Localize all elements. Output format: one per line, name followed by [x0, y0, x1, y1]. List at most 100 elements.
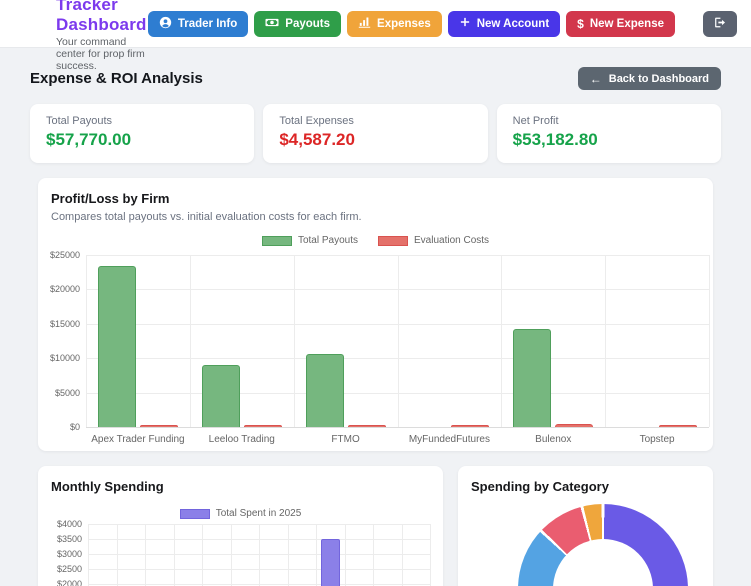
legend-label: Total Payouts	[297, 235, 358, 246]
logout-icon	[713, 16, 727, 32]
new-account-label: New Account	[476, 17, 550, 30]
stat-card-total-expenses: Total Expenses $4,587.20	[263, 104, 488, 163]
stat-value: $57,770.00	[46, 130, 132, 149]
bottom-charts-row: Monthly Spending Total Spent in 2025 $40…	[38, 466, 713, 586]
eval-cost-bar-bulenox	[555, 423, 594, 427]
brand: Prop Tracker Dashboard Your command cent…	[56, 0, 148, 72]
expenses-button[interactable]: Expenses	[347, 10, 442, 37]
stat-label: Total Expenses	[279, 115, 354, 127]
charts-section: Profit/Loss by Firm Compares total payou…	[38, 178, 713, 586]
monthly-spending-card: Monthly Spending Total Spent in 2025 $40…	[38, 466, 443, 586]
plus-icon	[459, 16, 471, 31]
legend-label: Total Spent in 2025	[215, 508, 302, 519]
page-head: Expense & ROI Analysis ← Back to Dashboa…	[30, 67, 721, 90]
eval-cost-bar-ftmo	[347, 425, 386, 427]
x-axis-label: Apex Trader Funding	[91, 434, 185, 445]
new-account-button[interactable]: New Account	[447, 10, 561, 37]
payouts-bar-leeloo-trading	[201, 365, 240, 427]
new-expense-label: New Expense	[589, 17, 664, 30]
x-axis-label: FTMO	[331, 434, 360, 445]
donut-hole	[553, 539, 653, 586]
y-axis-tick: $3500	[56, 534, 82, 544]
x-axis-label: Bulenox	[535, 434, 572, 445]
legend-swatch-purple	[179, 508, 210, 519]
gridline	[86, 427, 709, 428]
gridline	[605, 255, 607, 427]
back-to-dashboard-label: Back to Dashboard	[608, 72, 709, 85]
back-arrow-icon: ←	[589, 71, 602, 86]
gridline	[116, 524, 118, 586]
stat-value: $53,182.80	[512, 130, 598, 149]
x-axis-label: MyFundedFutures	[408, 434, 490, 445]
stat-cards-row: Total Payouts $57,770.00 Total Expenses …	[30, 104, 721, 163]
spending-category-donut	[518, 504, 688, 586]
y-axis-tick: $4000	[56, 519, 82, 529]
gridline	[430, 524, 431, 586]
stat-value: $4,587.20	[279, 130, 355, 149]
gridline	[397, 255, 399, 427]
spending-category-title: Spending by Category	[471, 479, 609, 494]
new-expense-button[interactable]: $ New Expense	[566, 10, 675, 37]
cash-icon	[265, 16, 279, 32]
stat-card-total-payouts: Total Payouts $57,770.00	[30, 104, 255, 163]
main-content: Expense & ROI Analysis ← Back to Dashboa…	[0, 67, 751, 586]
stat-card-net-profit: Net Profit $53,182.80	[496, 104, 721, 163]
trader-info-label: Trader Info	[177, 17, 238, 30]
payouts-button[interactable]: Payouts	[254, 10, 342, 37]
gridline	[344, 524, 346, 586]
trader-info-button[interactable]: Trader Info	[147, 10, 249, 37]
gridline	[230, 524, 232, 586]
profit-loss-chart-title: Profit/Loss by Firm	[51, 191, 170, 206]
dollar-icon: $	[577, 16, 584, 31]
gridline	[293, 255, 295, 427]
gridline	[287, 524, 289, 586]
legend-label: Evaluation Costs	[414, 235, 490, 246]
app-title-accent: Tracker Dashboard	[56, 0, 147, 34]
y-axis-tick: $15000	[49, 318, 80, 329]
monthly-spending-legend: Total Spent in 2025	[51, 508, 430, 519]
legend-item-evaluation-costs: Evaluation Costs	[378, 235, 489, 246]
person-circle-icon	[159, 16, 172, 32]
gridline	[259, 524, 260, 586]
payouts-label: Payouts	[285, 17, 331, 30]
y-axis-tick: $10000	[49, 353, 80, 364]
y-axis-tick: $25000	[49, 250, 80, 260]
profit-loss-chart-card: Profit/Loss by Firm Compares total payou…	[38, 178, 713, 451]
y-axis-tick: $2000	[56, 579, 82, 586]
spending-category-card: Spending by Category	[458, 466, 713, 586]
gridline	[316, 524, 317, 586]
gridline	[373, 524, 374, 586]
y-axis-tick: $3000	[56, 549, 82, 559]
y-axis-tick: $2500	[56, 564, 82, 574]
profit-loss-legend: Total Payouts Evaluation Costs	[51, 235, 700, 246]
eval-cost-bar-apex-trader-funding	[139, 425, 178, 427]
app-title: Prop Tracker Dashboard	[56, 0, 148, 35]
payouts-bar-ftmo	[305, 354, 344, 427]
bar-chart-icon	[358, 16, 371, 32]
gridline	[401, 524, 403, 586]
profit-loss-plot-area: $25000 $20000 $15000 $10000 $5000 $0 Apex Trad…	[50, 250, 710, 445]
gridline	[145, 524, 146, 586]
stat-label: Net Profit	[512, 115, 559, 127]
eval-cost-bar-myfundedfutures	[451, 425, 490, 427]
x-axis-label: Leeloo Trading	[208, 434, 275, 445]
gridline	[173, 524, 175, 586]
monthly-spending-plot-area: $4000 $3500 $3000 $2500 $2000	[57, 519, 431, 586]
legend-swatch-green	[261, 235, 292, 246]
monthly-spending-title: Monthly Spending	[51, 479, 164, 494]
eval-cost-bar-topstep	[659, 425, 698, 427]
legend-item-total-spent: Total Spent in 2025	[179, 508, 302, 519]
x-axis-label: Topstep	[639, 434, 675, 445]
gridline	[709, 255, 710, 427]
payouts-bar-bulenox	[513, 328, 552, 427]
back-to-dashboard-button[interactable]: ← Back to Dashboard	[577, 67, 721, 90]
logout-button[interactable]	[703, 10, 737, 37]
gridline	[88, 524, 89, 586]
monthly-spending-bar	[320, 539, 340, 586]
eval-cost-bar-leeloo-trading	[243, 425, 282, 427]
y-axis-tick: $20000	[49, 284, 80, 295]
header-actions: Trader Info Payouts Expenses New Account…	[147, 10, 737, 37]
payouts-bar-apex-trader-funding	[97, 266, 136, 427]
legend-swatch-red	[378, 235, 408, 246]
